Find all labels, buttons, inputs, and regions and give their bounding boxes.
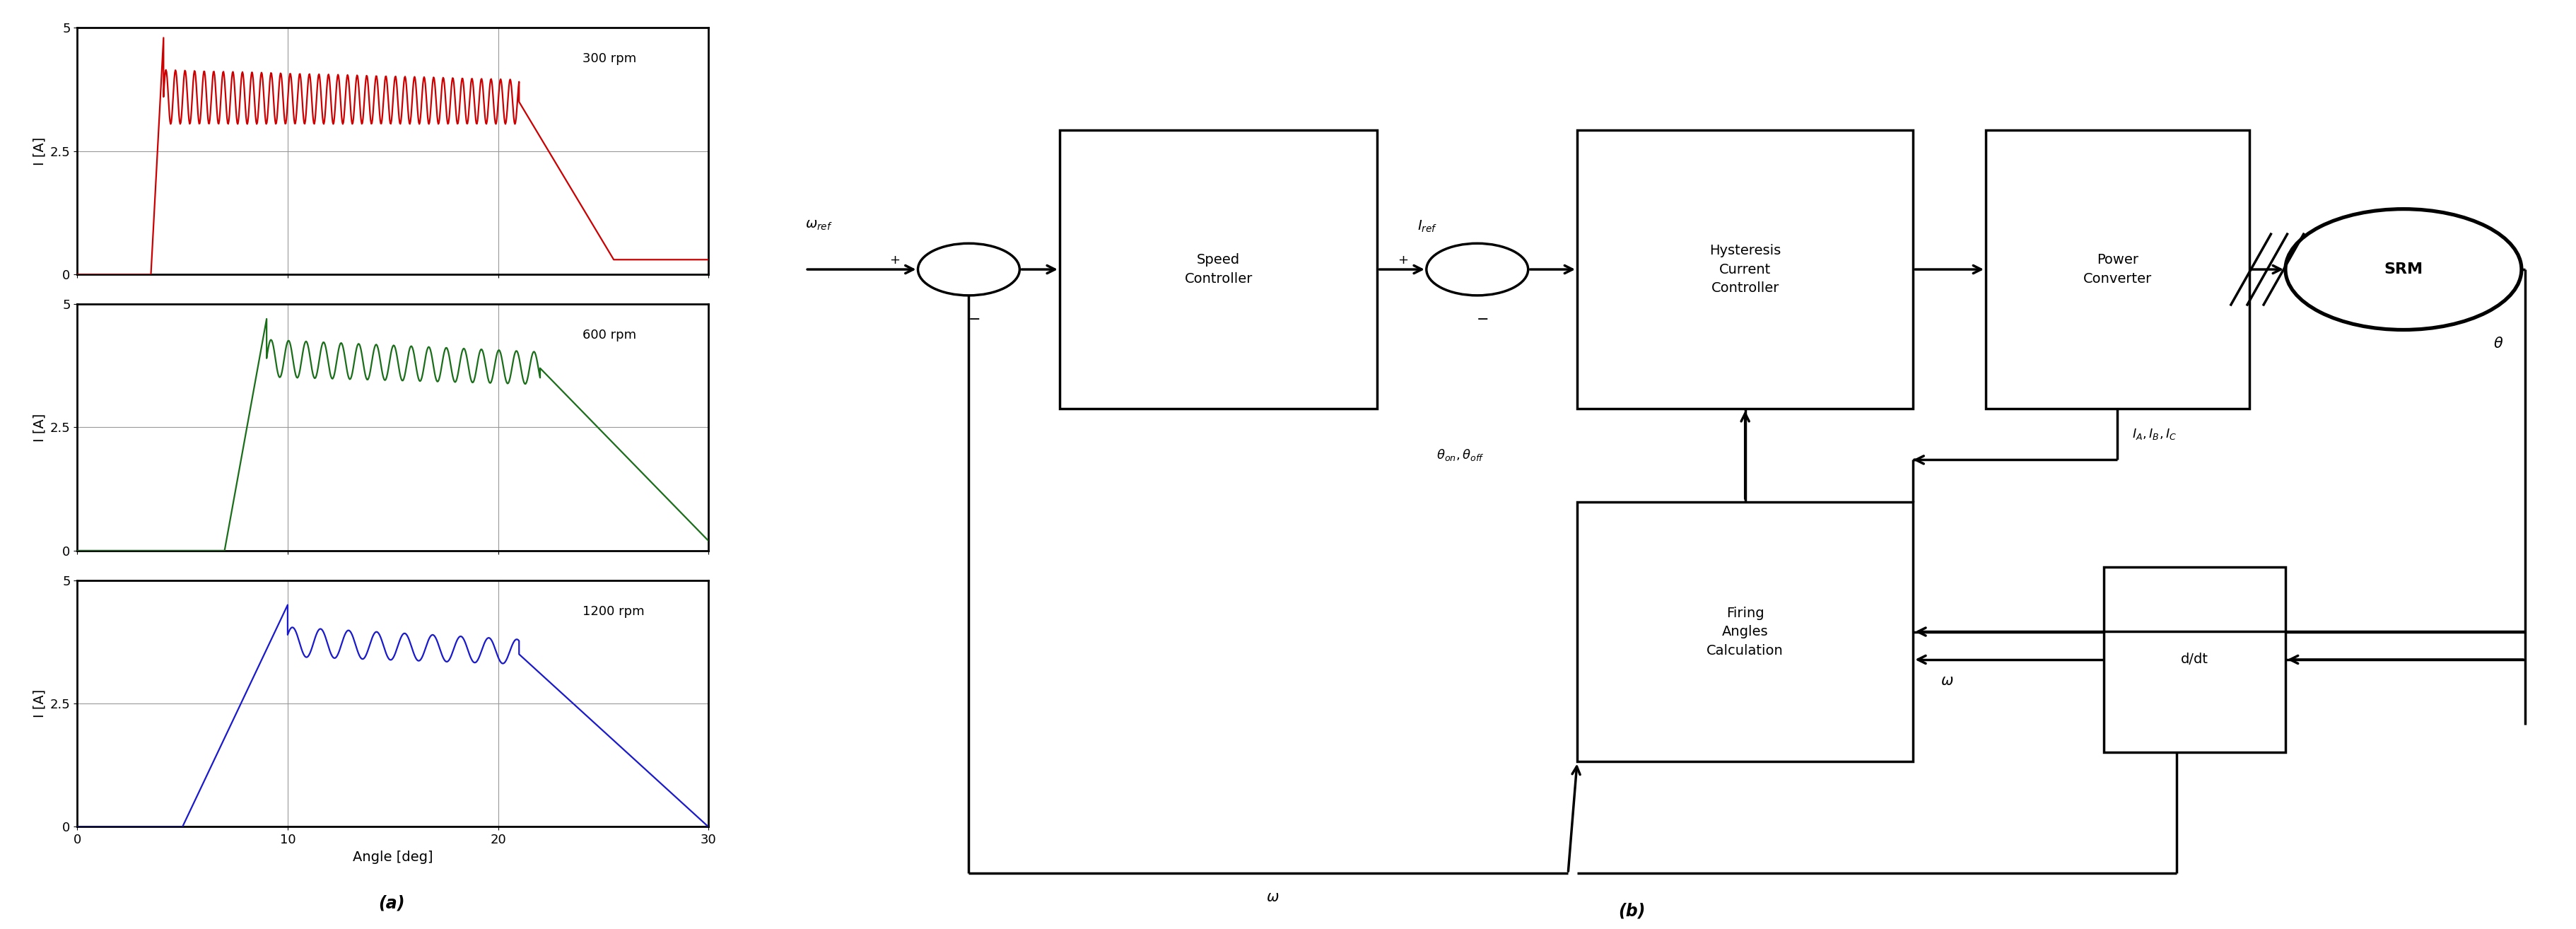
- Text: +: +: [889, 254, 899, 267]
- Circle shape: [1427, 243, 1528, 295]
- Text: (a): (a): [379, 895, 404, 911]
- Text: Firing
Angles
Calculation: Firing Angles Calculation: [1708, 607, 1783, 657]
- Y-axis label: I [A]: I [A]: [33, 689, 46, 718]
- Text: $I_{ref}$: $I_{ref}$: [1417, 219, 1437, 234]
- Text: Hysteresis
Current
Controller: Hysteresis Current Controller: [1710, 244, 1780, 294]
- Text: (b): (b): [1618, 903, 1646, 920]
- Y-axis label: I [A]: I [A]: [33, 413, 46, 441]
- Text: 300 rpm: 300 rpm: [582, 53, 636, 65]
- Text: Speed
Controller: Speed Controller: [1185, 254, 1252, 285]
- Text: 1200 rpm: 1200 rpm: [582, 605, 644, 618]
- Bar: [1059, 130, 1378, 409]
- Bar: [1577, 130, 1914, 409]
- Text: SRM: SRM: [2383, 262, 2424, 277]
- Text: 600 rpm: 600 rpm: [582, 329, 636, 342]
- Text: −: −: [1476, 312, 1489, 326]
- Text: Power
Converter: Power Converter: [2084, 254, 2151, 285]
- X-axis label: Angle [deg]: Angle [deg]: [353, 850, 433, 864]
- Text: $I_A, I_B, I_C$: $I_A, I_B, I_C$: [2133, 427, 2177, 441]
- Text: $\omega$: $\omega$: [1267, 890, 1280, 904]
- Text: $\theta_{on}, \theta_{off}$: $\theta_{on}, \theta_{off}$: [1437, 448, 1484, 463]
- Text: $\omega$: $\omega$: [1940, 674, 1953, 687]
- Circle shape: [917, 243, 1020, 295]
- Bar: [2105, 567, 2285, 752]
- Text: −: −: [969, 312, 981, 326]
- Circle shape: [2285, 209, 2522, 330]
- Y-axis label: I [A]: I [A]: [33, 137, 46, 165]
- Text: d/dt: d/dt: [2182, 653, 2208, 666]
- Bar: [1986, 130, 2249, 409]
- Text: $\theta$: $\theta$: [2494, 336, 2504, 351]
- Text: +: +: [1399, 254, 1409, 267]
- Text: $\omega_{ref}$: $\omega_{ref}$: [806, 219, 832, 232]
- Bar: [1577, 502, 1914, 762]
